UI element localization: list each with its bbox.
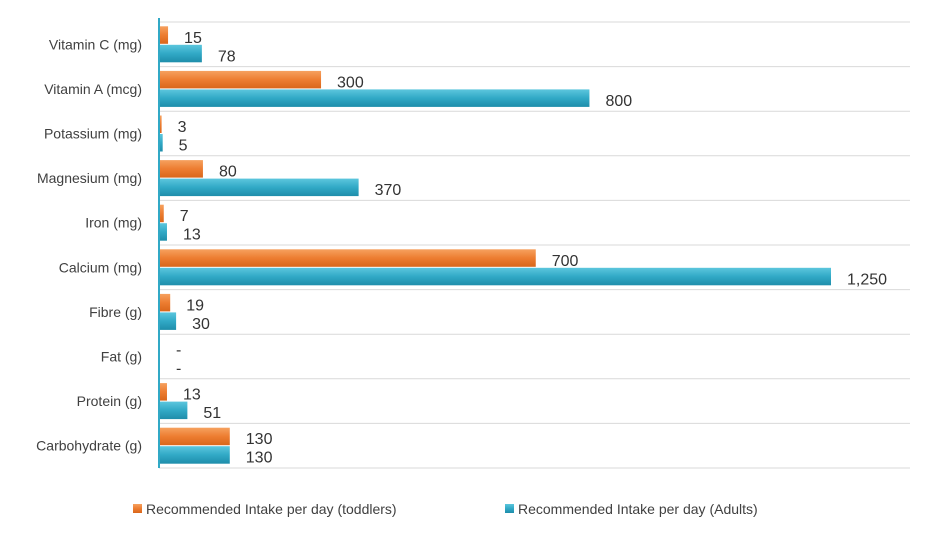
bar-adults	[160, 446, 230, 464]
category-label: Fibre (g)	[89, 304, 142, 320]
legend-swatch	[505, 504, 514, 513]
bar-toddlers	[160, 293, 171, 312]
bar-adults	[160, 178, 359, 197]
bar-adults	[160, 312, 177, 330]
data-label-adults: 30	[192, 316, 210, 333]
data-label-toddlers: 700	[552, 253, 579, 270]
data-label-toddlers: -	[176, 342, 181, 359]
category-label: Protein (g)	[77, 393, 142, 409]
data-label-toddlers: 80	[219, 164, 237, 181]
legend-label: Recommended Intake per day (Adults)	[518, 501, 758, 517]
bar-toddlers	[160, 115, 162, 133]
data-label-toddlers: 13	[183, 387, 201, 404]
category-label: Carbohydrate (g)	[36, 438, 142, 454]
value-labels: 157830080035803707137001,2501930--135113…	[176, 30, 887, 467]
bar-toddlers	[160, 26, 169, 44]
data-label-adults: 370	[375, 182, 402, 199]
legend: Recommended Intake per day (toddlers) Rec…	[133, 501, 758, 517]
bar-toddlers	[160, 249, 536, 267]
bar-toddlers	[160, 427, 230, 446]
bars	[160, 26, 831, 464]
legend-swatch	[133, 504, 142, 513]
bar-adults	[160, 89, 590, 107]
bar-adults	[160, 401, 188, 420]
data-label-toddlers: 130	[246, 431, 273, 448]
data-label-adults: 800	[605, 93, 632, 110]
data-label-adults: 130	[246, 450, 273, 467]
data-label-toddlers: 3	[178, 119, 187, 136]
data-label-adults: 1,250	[847, 271, 887, 288]
data-label-adults: 51	[203, 405, 221, 422]
bar-toddlers	[160, 70, 322, 89]
data-label-adults: -	[176, 361, 181, 378]
category-label: Vitamin C (mg)	[49, 36, 142, 52]
bar-toddlers	[160, 204, 164, 223]
bar-adults	[160, 134, 163, 152]
category-label: Magnesium (mg)	[37, 170, 142, 186]
category-labels: Vitamin C (mg) Vitamin A (mcg) Potassium (…	[36, 36, 142, 453]
data-label-toddlers: 15	[184, 30, 202, 47]
data-label-adults: 5	[179, 138, 188, 155]
category-label: Potassium (mg)	[44, 126, 142, 142]
bar-adults	[160, 223, 167, 241]
bar-adults	[160, 44, 202, 63]
category-label: Vitamin A (mcg)	[44, 81, 142, 97]
data-label-adults: 78	[218, 48, 236, 65]
category-label: Fat (g)	[101, 349, 142, 365]
gridlines	[159, 21, 910, 469]
data-label-toddlers: 7	[180, 208, 189, 225]
category-label: Calcium (mg)	[59, 259, 142, 275]
category-label: Iron (mg)	[85, 215, 142, 231]
legend-label: Recommended Intake per day (toddlers)	[146, 501, 397, 517]
bar-toddlers	[160, 160, 203, 178]
data-label-toddlers: 300	[337, 74, 364, 91]
bar-adults	[160, 267, 831, 286]
data-label-adults: 13	[183, 227, 201, 244]
data-label-toddlers: 19	[186, 297, 204, 314]
bar-toddlers	[160, 383, 167, 401]
